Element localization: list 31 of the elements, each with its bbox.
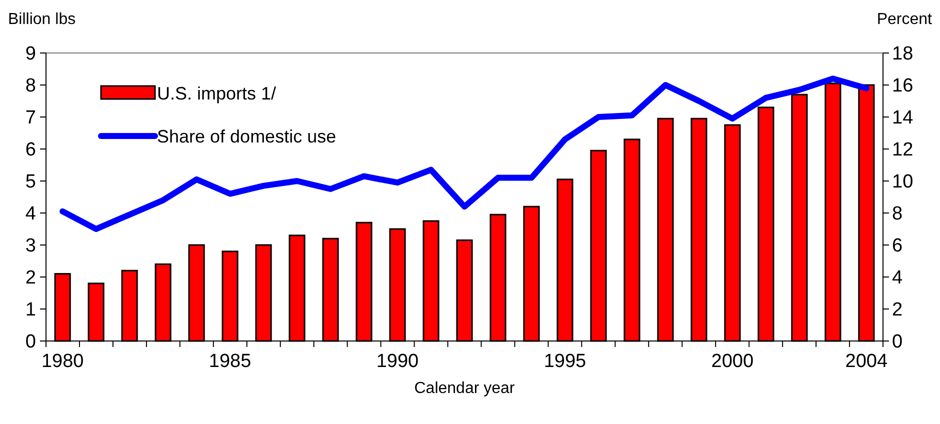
y2-tick-label: 6	[892, 236, 903, 257]
y2-tick-label: 0	[892, 332, 903, 353]
y2-tick-label: 2	[892, 300, 903, 321]
y2-tick-label: 4	[892, 268, 903, 289]
legend-label: U.S. imports 1/	[157, 83, 276, 104]
y2-tick-label: 14	[892, 108, 914, 129]
y-tick-label: 6	[25, 140, 36, 161]
y2-axis-title: Percent	[876, 11, 933, 28]
x-tick-label: 1985	[208, 351, 252, 372]
y-tick-label: 4	[25, 204, 36, 225]
legend-label: Share of domestic use	[157, 126, 336, 146]
x-tick-label: 2004	[845, 351, 888, 372]
y2-tick-label: 18	[892, 44, 914, 65]
y2-tick-label: 16	[892, 76, 914, 97]
y-tick-label: 3	[25, 236, 36, 257]
x-tick-label: 1995	[544, 351, 586, 372]
y-tick-label: 5	[25, 172, 36, 193]
x-axis-title: Calendar year	[414, 380, 516, 397]
y2-tick-label: 10	[892, 172, 914, 193]
y-tick-label: 2	[25, 268, 36, 289]
y-tick-label: 1	[25, 300, 36, 321]
y-axis-title: Billion lbs	[8, 11, 76, 28]
y-tick-label: 8	[25, 76, 36, 97]
x-tick-label: 1980	[41, 351, 84, 372]
y-tick-label: 9	[25, 44, 36, 65]
y-tick-label: 0	[25, 332, 36, 353]
x-tick-label: 1990	[376, 351, 419, 372]
y-tick-label: 7	[25, 108, 36, 129]
y2-tick-label: 8	[892, 204, 903, 225]
x-tick-label: 2000	[711, 351, 754, 372]
y2-tick-label: 12	[892, 140, 914, 161]
